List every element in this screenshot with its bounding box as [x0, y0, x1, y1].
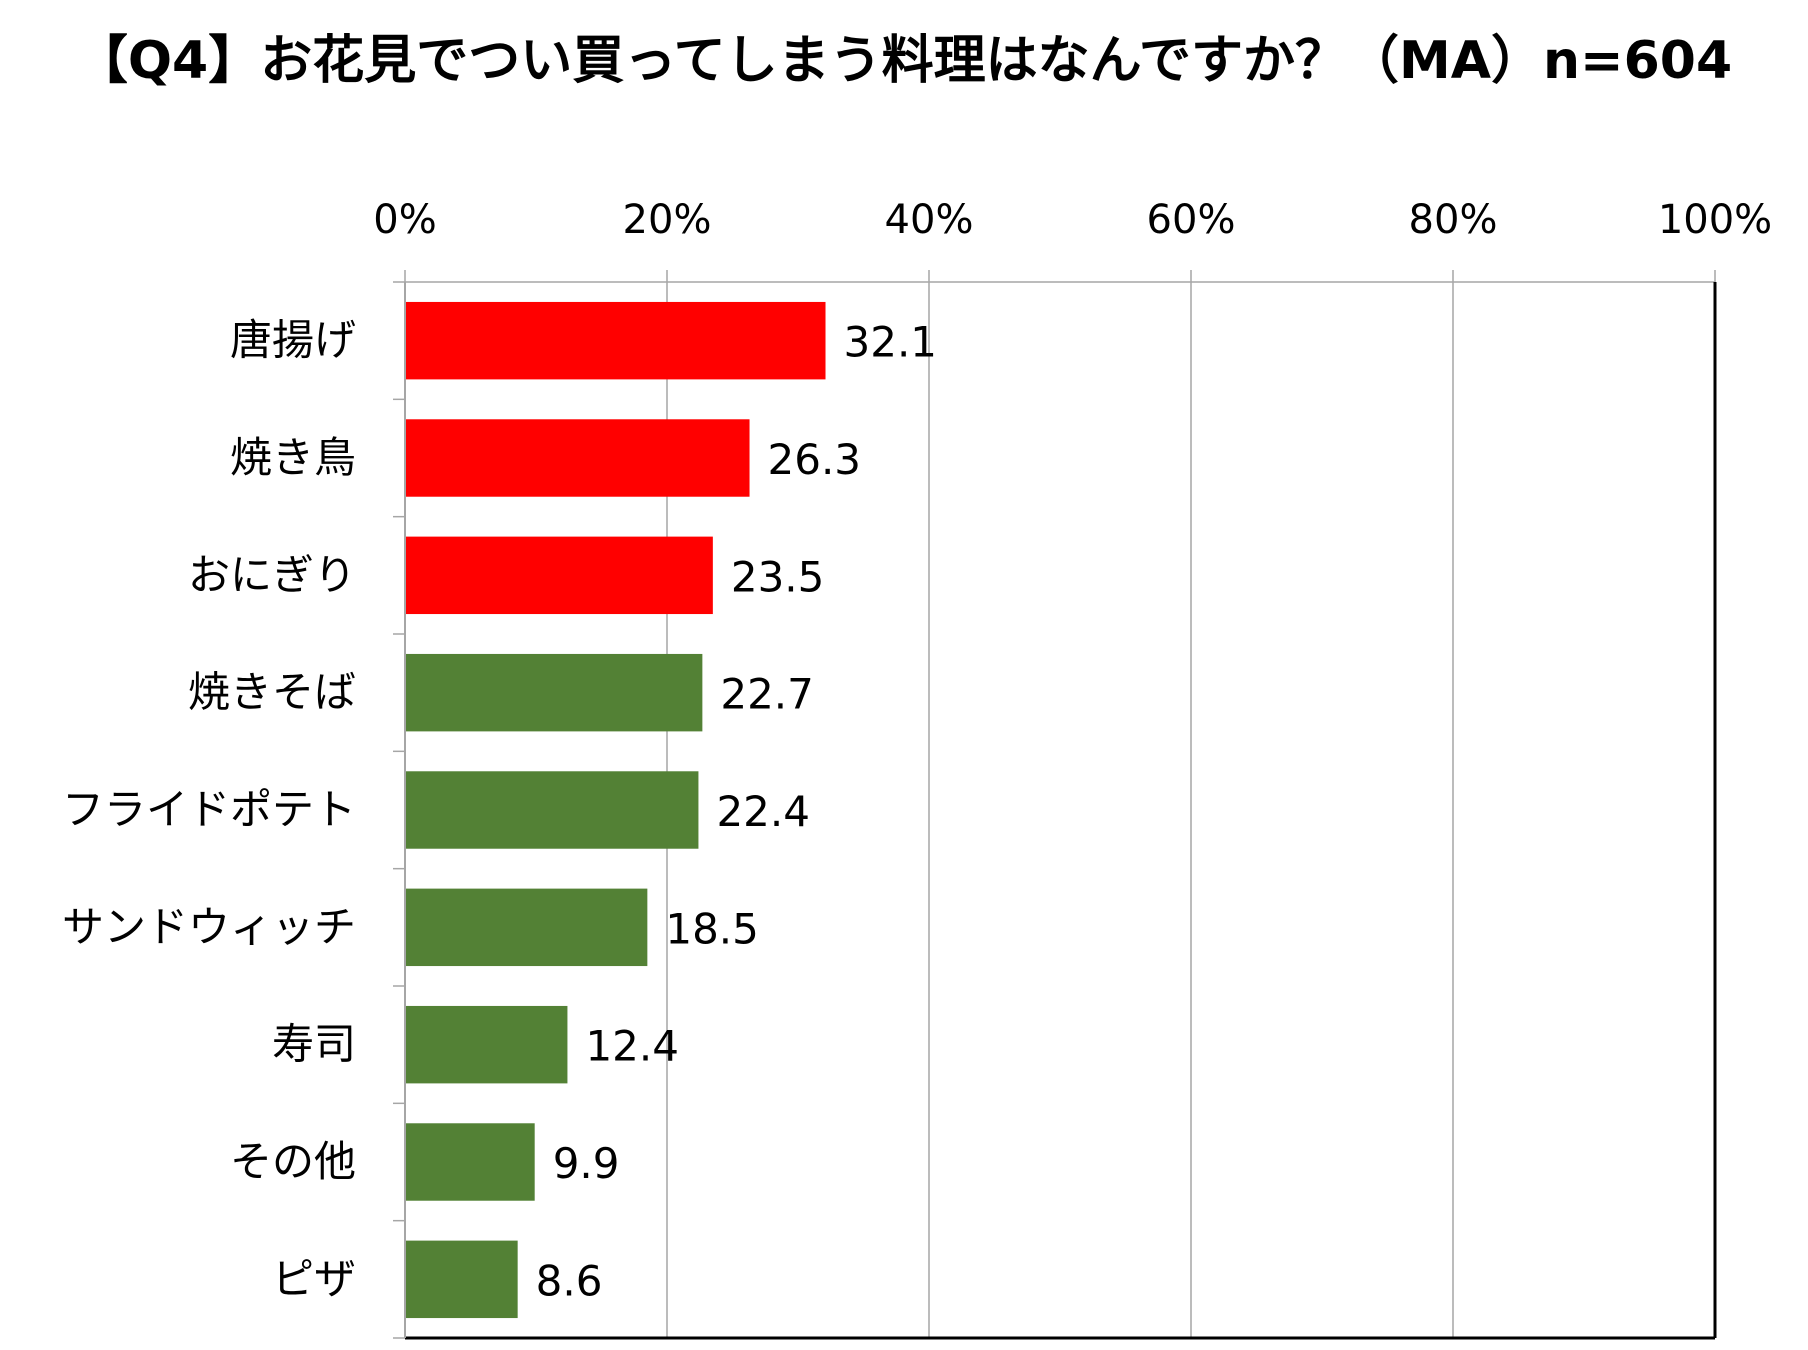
category-label: 唐揚げ — [230, 316, 356, 365]
bar — [405, 888, 648, 967]
bar — [405, 419, 750, 497]
data-label: 32.1 — [844, 318, 938, 367]
x-tick-label: 40% — [885, 197, 974, 243]
category-label: フライドポテト — [62, 785, 356, 834]
x-tick-label: 0% — [373, 197, 436, 243]
category-label: おにぎり — [188, 550, 356, 599]
data-label: 12.4 — [585, 1022, 679, 1071]
category-label: ピザ — [272, 1254, 356, 1303]
data-label: 9.9 — [553, 1139, 620, 1188]
bar — [405, 653, 703, 732]
data-label: 22.7 — [720, 670, 814, 719]
data-label: 22.4 — [716, 787, 810, 836]
data-label: 18.5 — [665, 904, 759, 953]
category-label: その他 — [230, 1137, 356, 1186]
bar — [405, 1240, 518, 1319]
data-label: 26.3 — [768, 435, 862, 484]
bar — [405, 536, 713, 615]
category-label: 寿司 — [272, 1020, 356, 1069]
bar — [405, 1005, 568, 1084]
x-tick-label: 80% — [1409, 197, 1498, 243]
x-tick-label: 100% — [1658, 197, 1772, 243]
category-label: 焼きそば — [188, 668, 356, 717]
category-label: サンドウィッチ — [62, 902, 356, 951]
data-label: 8.6 — [536, 1256, 603, 1305]
x-tick-label: 20% — [623, 197, 712, 243]
bar — [405, 771, 699, 849]
bar — [405, 1123, 535, 1201]
x-tick-label: 60% — [1147, 197, 1236, 243]
category-label: 焼き鳥 — [230, 433, 356, 482]
bar — [405, 301, 826, 380]
chart-title: 【Q4】お花見でつい買ってしまう料理はなんですか？（MA）n=604 — [75, 31, 1733, 91]
data-label: 23.5 — [731, 552, 825, 601]
